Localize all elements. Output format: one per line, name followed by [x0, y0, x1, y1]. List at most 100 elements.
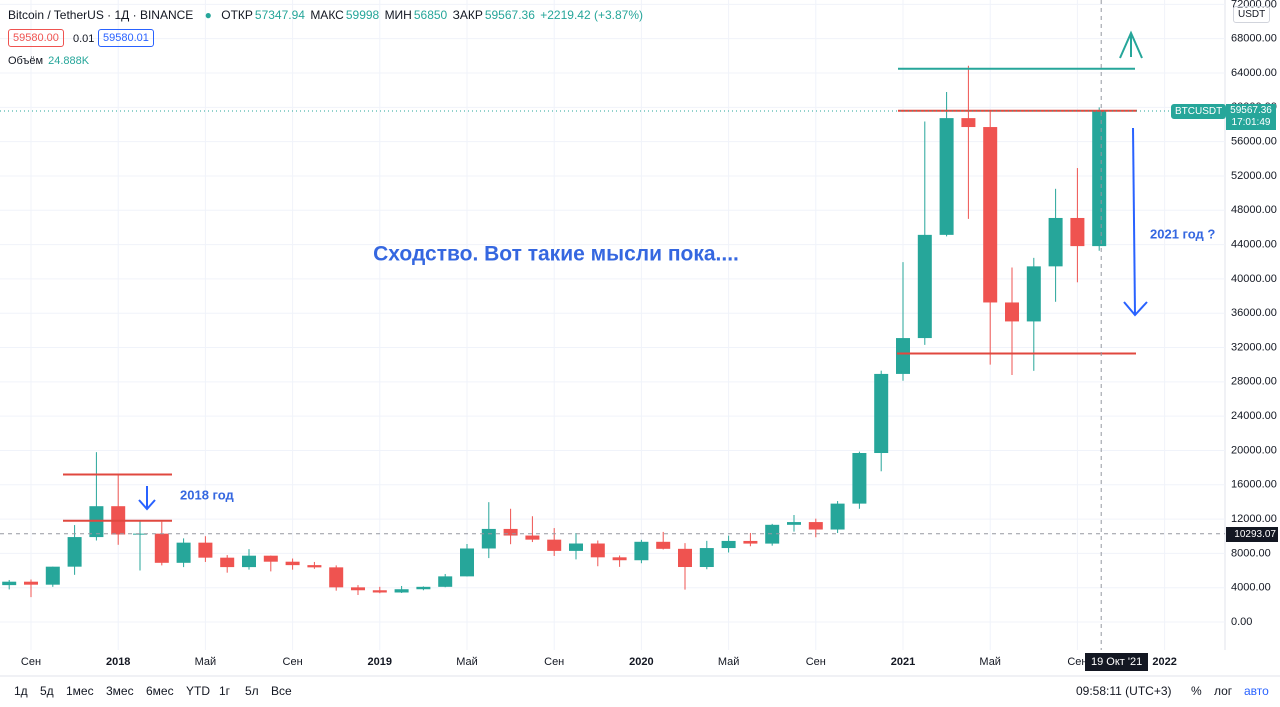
- x-tick-label: Сен: [283, 656, 303, 668]
- label: ЗАКР: [452, 8, 483, 22]
- candle-body: [2, 581, 17, 586]
- x-tick-label: Май: [195, 656, 217, 668]
- candle-body: [743, 540, 758, 544]
- candle-body: [24, 581, 38, 585]
- candle-body: [830, 503, 845, 530]
- range-button[interactable]: 1г: [219, 684, 231, 698]
- last-price: 59567.36: [1230, 105, 1272, 116]
- value: 59998: [345, 8, 380, 22]
- auto-button[interactable]: авто: [1244, 684, 1269, 698]
- candle-body: [765, 524, 780, 544]
- candle-body: [285, 561, 300, 566]
- range-button[interactable]: 6мес: [146, 684, 174, 698]
- candle-body: [1048, 217, 1063, 267]
- percent-button[interactable]: %: [1191, 684, 1202, 698]
- x-tick-label: Май: [718, 656, 740, 668]
- candle-body: [547, 539, 562, 551]
- candle-body: [678, 548, 692, 568]
- x-tick-label: 2022: [1152, 656, 1176, 668]
- y-tick-label: 16000.00: [1231, 479, 1277, 491]
- candle-body: [634, 541, 649, 561]
- candle-body: [198, 542, 213, 558]
- price-tag: 59567.36 17:01:49: [1226, 104, 1276, 130]
- range-button[interactable]: Все: [271, 684, 292, 698]
- candle-body: [874, 373, 889, 454]
- candle-body: [1070, 217, 1085, 247]
- legend: Bitcoin / TetherUS · 1Д · BINANCE ● ОТКР…: [8, 8, 645, 22]
- candle-body: [481, 528, 496, 549]
- candle-body: [896, 338, 910, 374]
- sell-button[interactable]: 59580.00: [8, 29, 64, 47]
- label: МИН: [384, 8, 412, 22]
- candle-body: [329, 567, 344, 588]
- log-button[interactable]: лог: [1214, 684, 1233, 698]
- candle-body: [1005, 302, 1019, 322]
- arrow-down: [1132, 127, 1136, 315]
- candle-body: [1026, 266, 1041, 322]
- value: 24.888K: [48, 55, 90, 67]
- clock: 09:58:11 (UTC+3): [1076, 684, 1172, 698]
- symbol: Bitcoin / TetherUS · 1Д · BINANCE: [8, 8, 194, 22]
- status-dot: ●: [204, 8, 212, 22]
- x-tick-label: Сен: [1067, 656, 1087, 668]
- y-tick-label: 4000.00: [1231, 582, 1271, 594]
- range-button[interactable]: YTD: [186, 684, 210, 698]
- x-tick-label: Сен: [806, 656, 826, 668]
- range-button[interactable]: 3мес: [106, 684, 134, 698]
- y-tick-label: 56000.00: [1231, 136, 1277, 148]
- candle-body: [656, 541, 671, 549]
- candle-body: [808, 522, 823, 530]
- range-button[interactable]: 5л: [245, 684, 259, 698]
- x-tick-label: 2020: [629, 656, 653, 668]
- candle-body: [307, 565, 322, 568]
- annotation: 2021 год ?: [1150, 226, 1215, 241]
- volume: Объём 24.888K: [8, 55, 91, 67]
- candle-body: [787, 522, 801, 525]
- candle-body: [154, 533, 169, 563]
- range-button[interactable]: 5д: [40, 684, 54, 698]
- symbol-tag: BTCUSDT: [1171, 104, 1227, 119]
- x-tick-label: 2021: [891, 656, 915, 668]
- candle-body: [917, 234, 932, 339]
- candle-body: [394, 589, 409, 593]
- annotation: Сходство. Вот такие мысли пока....: [373, 243, 739, 266]
- spread: 0.01: [73, 33, 95, 45]
- candle-body: [503, 528, 518, 536]
- y-tick-label: 32000.00: [1231, 341, 1277, 353]
- x-tick-label: Май: [456, 656, 478, 668]
- x-tick-label: 2018: [106, 656, 130, 668]
- candle-body: [961, 118, 976, 128]
- y-tick-label: 12000.00: [1231, 513, 1277, 525]
- arrow-down: [138, 499, 156, 511]
- y-tick-label: 24000.00: [1231, 410, 1277, 422]
- y-tick-label: 0.00: [1231, 616, 1252, 628]
- candle-body: [569, 543, 583, 551]
- candle-body: [438, 576, 453, 587]
- candle-body: [242, 555, 256, 568]
- candle-body: [612, 557, 627, 561]
- label: МАКС: [310, 8, 344, 22]
- currency[interactable]: USDT: [1233, 6, 1271, 23]
- y-tick-label: 40000.00: [1231, 273, 1277, 285]
- crosshair-price: 10293.07: [1226, 527, 1278, 542]
- range-button[interactable]: 1д: [14, 684, 28, 698]
- candle-body: [590, 543, 605, 558]
- candle-body: [351, 587, 365, 591]
- label: Объём: [8, 55, 44, 67]
- candle-body: [416, 586, 431, 590]
- candle-body: [1092, 111, 1107, 247]
- range-button[interactable]: 1мес: [66, 684, 94, 698]
- y-tick-label: 52000.00: [1231, 170, 1277, 182]
- arrow-down: [1123, 301, 1148, 317]
- buy-button[interactable]: 59580.01: [98, 29, 154, 47]
- y-tick-label: 64000.00: [1231, 67, 1277, 79]
- x-tick-label: Май: [979, 656, 1001, 668]
- change: +2219.42 (+3.87%): [540, 8, 643, 22]
- candle-body: [525, 535, 540, 540]
- x-tick-label: Сен: [544, 656, 564, 668]
- candle-body: [939, 118, 954, 235]
- label: ОТКР: [221, 8, 253, 22]
- plot: 0.00 4000.00 8000.00 12000.00 16000.00 20000.…: [0, 0, 1277, 668]
- candle-body: [852, 453, 867, 504]
